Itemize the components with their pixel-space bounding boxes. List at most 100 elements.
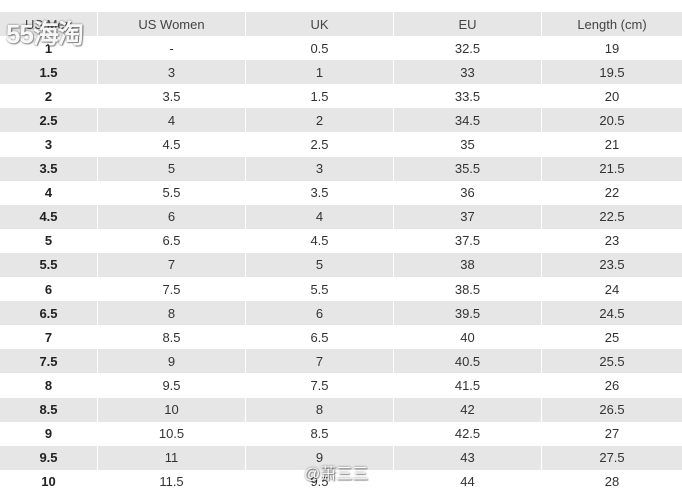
table-row: 9.5 11 9 43 27.5 bbox=[0, 445, 682, 470]
table-cell: 9 bbox=[0, 421, 98, 446]
table-row: 3.5 5 3 35.5 21.5 bbox=[0, 156, 682, 181]
table-row: 4.5 6 4 37 22.5 bbox=[0, 204, 682, 229]
table-cell: 6 bbox=[98, 204, 246, 229]
table-cell: 41.5 bbox=[394, 373, 542, 398]
table-cell: 33 bbox=[394, 60, 542, 85]
table-cell: 7.5 bbox=[98, 277, 246, 302]
table-cell: 33.5 bbox=[394, 84, 542, 109]
table-row: 7.5 9 7 40.5 25.5 bbox=[0, 349, 682, 374]
column-header: EU bbox=[394, 12, 542, 37]
table-row: 2 3.5 1.5 33.5 20 bbox=[0, 84, 682, 109]
table-cell: 4 bbox=[246, 204, 394, 229]
table-cell: 1 bbox=[0, 36, 98, 61]
table-cell: 11.5 bbox=[98, 469, 246, 494]
table-cell: 40.5 bbox=[394, 349, 542, 374]
column-header: US Women bbox=[98, 12, 246, 37]
table-cell: 3 bbox=[246, 156, 394, 181]
table-cell: 19.5 bbox=[542, 60, 682, 85]
table-cell: 37 bbox=[394, 204, 542, 229]
table-cell: 42.5 bbox=[394, 421, 542, 446]
table-row: 3 4.5 2.5 35 21 bbox=[0, 132, 682, 157]
table-cell: 8 bbox=[0, 373, 98, 398]
table-cell: 22 bbox=[542, 180, 682, 205]
table-cell: 4.5 bbox=[246, 228, 394, 253]
table-cell: 35 bbox=[394, 132, 542, 157]
table-row: 2.5 4 2 34.5 20.5 bbox=[0, 108, 682, 133]
table-cell: 10 bbox=[98, 397, 246, 422]
table-cell: 26 bbox=[542, 373, 682, 398]
table-row: 10 11.5 9.5 44 28 bbox=[0, 469, 682, 494]
table-cell: 40 bbox=[394, 325, 542, 350]
table-cell: 5 bbox=[0, 228, 98, 253]
column-header: UK bbox=[246, 12, 394, 37]
table-cell: 8.5 bbox=[98, 325, 246, 350]
column-header: US Men bbox=[0, 12, 98, 37]
table-cell: 3.5 bbox=[98, 84, 246, 109]
table-cell: 6.5 bbox=[0, 301, 98, 326]
table-cell: 11 bbox=[98, 445, 246, 470]
table-body: 1-0.5 32.5 19 1.5 3 1 33 19.5 2 3.5 1.5 33.5 20 2.5 4 2… bbox=[0, 36, 682, 494]
table-cell: 25.5 bbox=[542, 349, 682, 374]
table-cell: 9.5 bbox=[246, 469, 394, 494]
table-cell: 34.5 bbox=[394, 108, 542, 133]
table-row: 6 7.5 5.5 38.5 24 bbox=[0, 277, 682, 302]
table-cell: 2 bbox=[0, 84, 98, 109]
table-cell: 43 bbox=[394, 445, 542, 470]
table-cell: 7 bbox=[0, 325, 98, 350]
table-cell: 1.5 bbox=[246, 84, 394, 109]
table-row: 8 9.5 7.5 41.5 26 bbox=[0, 373, 682, 398]
table-cell: 8.5 bbox=[0, 397, 98, 422]
table-row: 5.5 7 5 38 23.5 bbox=[0, 252, 682, 278]
table-cell: 23 bbox=[542, 228, 682, 253]
table-cell: 9.5 bbox=[98, 373, 246, 398]
table-cell: 4.5 bbox=[0, 204, 98, 229]
table-cell: 10.5 bbox=[98, 421, 246, 446]
size-chart-table: US Men US Women UK EU Length (cm) 1-0.5 32.5 1… bbox=[0, 12, 682, 494]
table-cell: 5.5 bbox=[98, 180, 246, 205]
table-cell: 5.5 bbox=[246, 277, 394, 302]
table-cell: 1 bbox=[246, 60, 394, 85]
header-row: US Men US Women UK EU Length (cm) bbox=[0, 12, 682, 37]
table-cell: 21 bbox=[542, 132, 682, 157]
table-cell: 21.5 bbox=[542, 156, 682, 181]
table-cell: 7 bbox=[98, 252, 246, 278]
table-cell: 7 bbox=[246, 349, 394, 374]
table-cell: 7.5 bbox=[246, 373, 394, 398]
table-row: 8.5 10 8 42 26.5 bbox=[0, 397, 682, 422]
table-cell: 3 bbox=[0, 132, 98, 157]
table-cell: 7.5 bbox=[0, 349, 98, 374]
table-cell: 26.5 bbox=[542, 397, 682, 422]
table-row: 9 10.5 8.5 42.5 27 bbox=[0, 421, 682, 446]
table-cell: 0.5 bbox=[246, 36, 394, 61]
table-header: US Men US Women UK EU Length (cm) bbox=[0, 12, 682, 37]
table-cell: 6.5 bbox=[98, 228, 246, 253]
column-header: Length (cm) bbox=[542, 12, 682, 37]
watermark-logo: 55海淘 bbox=[6, 19, 84, 49]
table-cell: 2 bbox=[246, 108, 394, 133]
table-cell: 44 bbox=[394, 469, 542, 494]
table-cell: 2.5 bbox=[0, 108, 98, 133]
table-row: 1-0.5 32.5 19 bbox=[0, 36, 682, 61]
table-cell: 1.5 bbox=[0, 60, 98, 85]
watermark-weibo: @萧三三 bbox=[304, 466, 369, 483]
table-cell: 6 bbox=[246, 301, 394, 326]
table-cell: 38 bbox=[394, 252, 542, 278]
table-cell: 3.5 bbox=[246, 180, 394, 205]
table-cell: 5 bbox=[98, 156, 246, 181]
table-cell: 3.5 bbox=[0, 156, 98, 181]
table-cell: 24 bbox=[542, 277, 682, 302]
table-cell: 42 bbox=[394, 397, 542, 422]
table-cell: 19 bbox=[542, 36, 682, 61]
table-row: 5 6.5 4.5 37.5 23 bbox=[0, 228, 682, 253]
table-cell: 5.5 bbox=[0, 252, 98, 278]
table-cell: 36 bbox=[394, 180, 542, 205]
table-cell: 37.5 bbox=[394, 228, 542, 253]
table-cell: 4 bbox=[0, 180, 98, 205]
table-cell: - bbox=[98, 36, 246, 61]
table-row: 4 5.5 3.5 36 22 bbox=[0, 180, 682, 205]
table-cell: 39.5 bbox=[394, 301, 542, 326]
table-cell: 9 bbox=[98, 349, 246, 374]
table-cell: 20.5 bbox=[542, 108, 682, 133]
table-cell: 6 bbox=[0, 277, 98, 302]
table-cell: 22.5 bbox=[542, 204, 682, 229]
